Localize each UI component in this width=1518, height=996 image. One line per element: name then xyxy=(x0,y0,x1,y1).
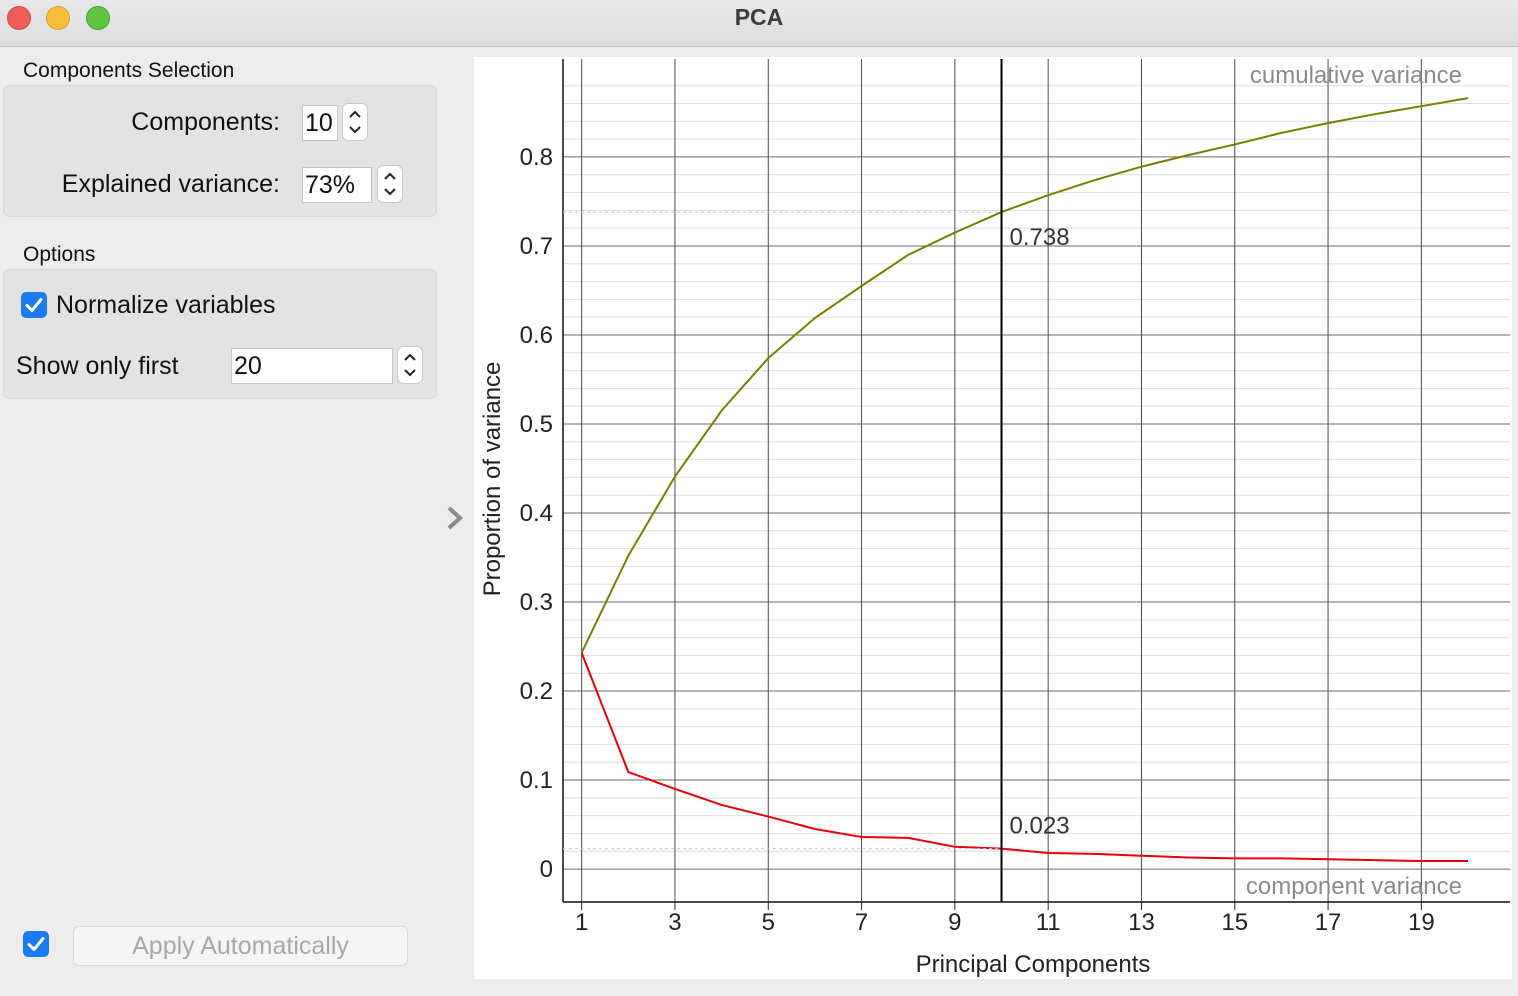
explained-variance-stepper[interactable] xyxy=(377,165,403,203)
x-tick-label: 19 xyxy=(1408,909,1435,936)
x-tick-label: 3 xyxy=(668,909,681,936)
normalize-checkbox[interactable] xyxy=(21,292,47,318)
components-selection-label: Components Selection xyxy=(23,59,235,82)
x-tick-label: 11 xyxy=(1036,909,1061,936)
x-tick-label: 1 xyxy=(575,909,588,936)
window-title: PCA xyxy=(734,4,784,30)
y-tick-label: 0 xyxy=(540,856,553,883)
x-tick-label: 17 xyxy=(1315,909,1342,936)
cumulative-variance-line xyxy=(580,97,1469,654)
auto-apply-checkbox[interactable] xyxy=(23,931,49,957)
series-name-component: component variance xyxy=(1246,873,1462,900)
chart-labels: cumulative variance component variance 0… xyxy=(479,62,1462,978)
y-tick-label: 0.5 xyxy=(520,411,553,438)
pca-chart[interactable]: 00.10.20.30.40.50.60.70.81 3 5 7 9 11 13 15 17 19… xyxy=(474,57,1512,979)
plot-area[interactable]: 0 0.1 0.2 0.3 0.4 0.5 0.6 0.7 0.8 1 3 5 7 9 11 13 15 17 19… xyxy=(474,57,1512,979)
checkmark-icon xyxy=(27,937,45,951)
component-variance-line xyxy=(580,652,1469,863)
components-stepper[interactable] xyxy=(342,103,368,141)
y-tick-label: 0.3 xyxy=(520,589,553,616)
minimize-window-button[interactable] xyxy=(46,6,70,30)
zoom-window-button[interactable] xyxy=(86,6,110,30)
explained-variance-input[interactable]: 73% xyxy=(302,167,372,203)
chart-axes: 00.10.20.30.40.50.60.70.81 3 5 7 9 11 13 15 17 19 xyxy=(520,59,1510,936)
show-first-input[interactable]: 20 xyxy=(231,348,393,384)
x-tick-label: 5 xyxy=(762,909,775,936)
components-selection-box: Components: 10 Explained variance: 73% xyxy=(3,85,437,217)
explained-variance-label: Explained variance: xyxy=(61,170,280,198)
title-bar: PCA xyxy=(0,0,1518,47)
components-label: Components: xyxy=(131,108,280,136)
chevron-right-icon[interactable] xyxy=(444,504,466,537)
y-tick-label: 0.2 xyxy=(520,678,553,705)
x-tick-label: 7 xyxy=(855,909,868,936)
y-tick-label: 0.4 xyxy=(520,500,553,527)
x-axis-label: Principal Components xyxy=(916,951,1151,978)
x-tick-label: 15 xyxy=(1221,909,1248,936)
y-tick-label: 0.1 xyxy=(520,767,553,794)
x-tick-label: 9 xyxy=(948,909,961,936)
components-input[interactable]: 10 xyxy=(302,105,338,141)
y-tick-label: 0.7 xyxy=(520,233,553,260)
options-label: Options xyxy=(23,243,96,266)
chart-series xyxy=(563,59,1469,902)
options-box: Normalize variables Show only first 20 xyxy=(3,269,437,399)
show-first-stepper[interactable] xyxy=(397,346,423,384)
checkmark-icon xyxy=(25,298,43,312)
y-tick-label: 0.8 xyxy=(520,144,553,171)
chart-grid xyxy=(563,59,1510,902)
y-tick-label: 0.6 xyxy=(520,322,553,349)
y-axis-label: Proportion of variance xyxy=(479,362,506,597)
apply-automatically-button[interactable]: Apply Automatically xyxy=(73,926,408,966)
series-name-cumulative: cumulative variance xyxy=(1250,62,1462,89)
show-first-label: Show only first xyxy=(16,352,179,380)
x-tick-label: 13 xyxy=(1128,909,1155,936)
close-window-button[interactable] xyxy=(7,6,31,30)
annotation-component-value: 0.023 xyxy=(1010,813,1070,840)
annotation-cumulative-value: 0.738 xyxy=(1010,224,1070,251)
normalize-label[interactable]: Normalize variables xyxy=(56,291,276,319)
